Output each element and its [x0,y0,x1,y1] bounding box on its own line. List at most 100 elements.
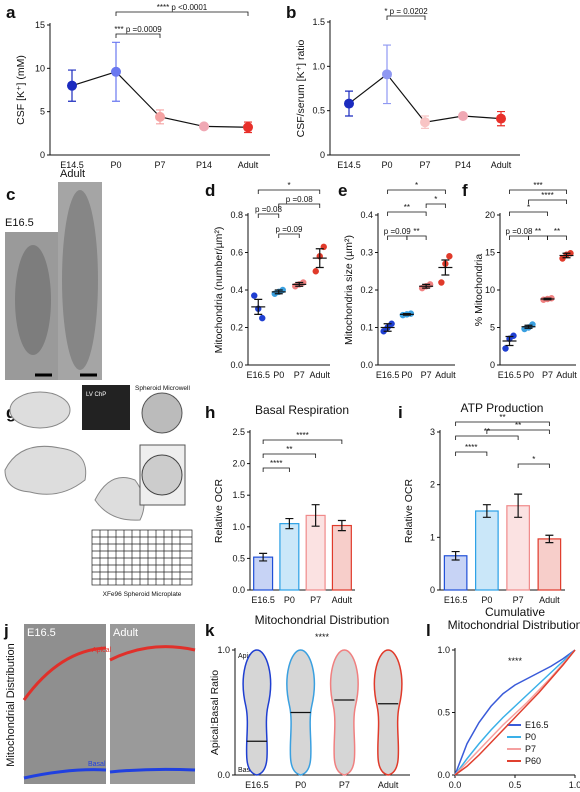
y-tick-label: 0 [40,150,45,160]
panel-letter: e [338,181,347,200]
error-bar [295,281,304,287]
x-tick-label: P7 [339,780,350,790]
violin [242,649,272,776]
axis-line [247,213,330,366]
point [458,110,468,121]
em-image [110,624,195,784]
significance-label: **** p <0.0001 [157,3,208,12]
y-tick-label: 1.5 [232,490,245,500]
em-mitochondrion [15,245,51,355]
violin [373,649,403,776]
point [382,69,392,80]
point [251,292,258,299]
error-bar [259,552,268,562]
y-axis-label: Relative OCR [403,478,415,543]
image-label: Adult [60,168,85,180]
point [67,80,77,91]
y-tick-label: 0.0 [360,360,373,370]
y-tick-label: 15 [485,248,495,258]
x-tick-label: P7 [421,370,432,380]
significance-bracket [262,467,290,472]
x-tick-label: P7 [154,160,165,170]
x-tick-label: P0 [295,780,306,790]
significance-bracket [257,189,321,194]
significance-label: p =0.08 [506,227,533,236]
x-tick-label: P7 [294,370,305,380]
significance-bracket [455,451,488,456]
significance-bracket [278,203,321,208]
spheroid-well [141,454,183,496]
error-bar [562,252,571,259]
x-tick-label: E16.5 [498,370,522,380]
significance-label: *** [533,181,542,190]
x-tick-label: 0.5 [509,780,522,790]
image-label: Adult [113,627,138,639]
legend-label: P60 [525,756,541,766]
y-axis-label: Relative OCR [213,478,225,543]
x-tick-label: P0 [284,595,295,605]
error-bar [441,259,450,276]
image-label: LV ChP [86,392,106,398]
chart-title: Mitochondrial Distribution [255,613,390,627]
y-tick-label: 2 [430,480,435,490]
x-tick-label: P0 [401,370,412,380]
error-bar [545,534,554,544]
y-axis-label: % Mitochondria [473,254,485,327]
x-tick-label: P0 [273,370,284,380]
significance-label: ** [535,227,541,236]
y-tick-label: 0.5 [232,553,245,563]
x-tick-label: Adult [435,370,456,380]
y-tick-label: 5 [490,323,495,333]
significance-label: * p = 0.0202 [384,7,428,16]
legend-label: P0 [525,732,536,742]
significance-label: **** [508,656,523,666]
x-tick-label: E16.5 [246,370,270,380]
error-bar [543,297,552,301]
x-tick-label: E16.5 [251,595,275,605]
bar [506,505,530,591]
x-tick-label: Adult [332,595,353,605]
significance-label: * [287,181,290,190]
series-line [454,649,576,776]
panel-letter: a [6,3,16,22]
point [259,314,266,322]
significance-bracket [517,463,550,468]
significance-label: **** [541,191,553,200]
em-mitochondrion [62,190,98,370]
significance-bracket [425,203,446,208]
point [243,122,253,133]
apical-line [22,645,196,701]
bar [279,523,300,591]
significance-bracket [278,233,300,238]
error-bar [524,324,533,329]
image-label: Spheroid Microwell [135,385,190,392]
significance-label: **** [270,459,282,468]
significance-label: ** [499,413,505,422]
error-bar [505,335,514,347]
panel-letter: k [205,621,215,640]
error-bar [451,550,460,561]
error-bar [315,248,324,269]
y-tick-label: 0.4 [360,210,373,220]
x-tick-label: P0 [110,160,121,170]
significance-label: p =0.08 [255,205,282,214]
chart-title: Cumulative [485,605,545,619]
point [312,268,319,275]
axis-line [49,23,270,156]
significance-label: ** [554,227,560,236]
x-tick-label: Adult [238,160,259,170]
significance-label: **** [315,632,330,642]
significance-bracket [387,211,427,216]
y-tick-label: 10 [35,63,45,73]
y-tick-label: 1 [430,532,435,542]
significance-label: ** [404,203,410,212]
panel-letter: f [462,181,468,200]
x-tick-label: 0.0 [449,780,462,790]
y-tick-label: 0.5 [312,106,325,116]
bar [253,556,274,591]
significance-bracket [387,235,408,240]
choroid-plexus [94,477,145,521]
error-bar [274,289,283,295]
significance-label: p =0.09 [384,227,411,236]
x-tick-label: E16.5 [376,370,400,380]
